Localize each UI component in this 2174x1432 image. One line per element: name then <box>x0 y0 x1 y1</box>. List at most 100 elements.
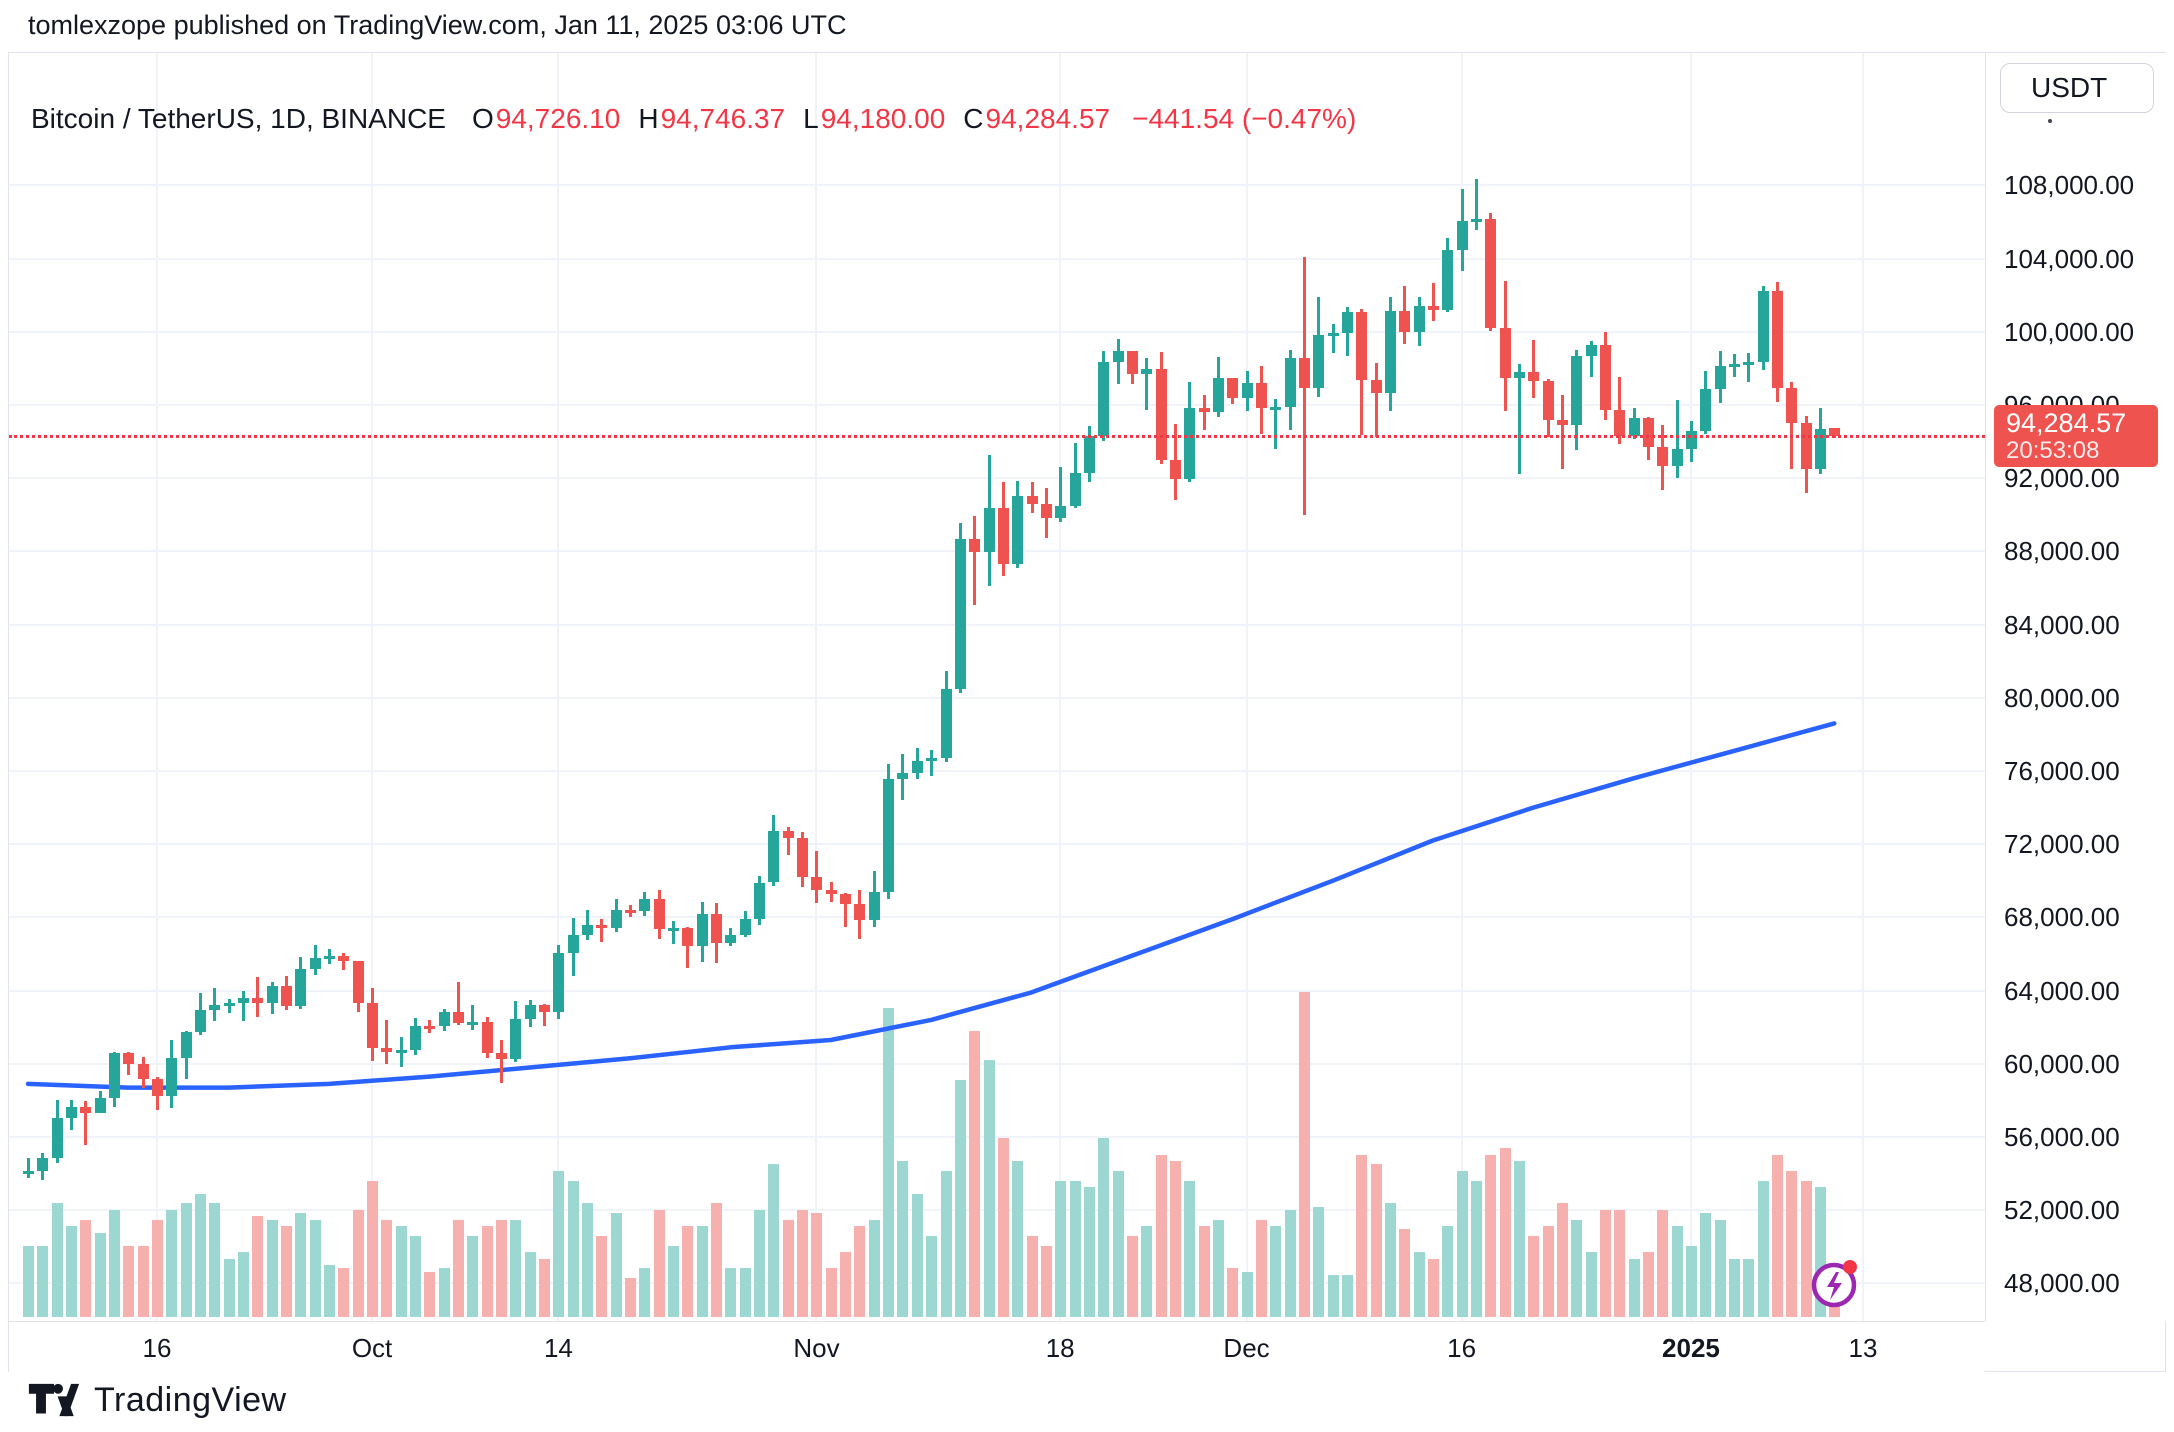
tradingview-logo-icon <box>28 1383 80 1417</box>
candle-body <box>926 758 938 762</box>
volume-bar <box>653 1209 665 1317</box>
volume-bar <box>410 1235 422 1317</box>
volume-bar <box>1241 1271 1253 1317</box>
candle-wick <box>1517 364 1521 474</box>
candle-wick <box>1474 178 1478 231</box>
h-gridline <box>9 770 1985 772</box>
volume-bar <box>983 1060 995 1317</box>
volume-bar <box>195 1193 207 1317</box>
candle-body <box>1212 378 1224 412</box>
tradingview-logo[interactable]: TradingView <box>28 1380 287 1420</box>
candle-wick <box>242 990 246 1021</box>
candle-body <box>94 1097 106 1113</box>
candle-wick <box>213 988 217 1021</box>
candle-body <box>1499 328 1511 379</box>
candle-body <box>897 772 909 779</box>
candle-body <box>969 538 981 553</box>
symbol-title: Bitcoin / TetherUS, 1D, BINANCE <box>31 103 446 134</box>
candle-wick <box>1274 399 1278 450</box>
candle-body <box>195 1009 207 1032</box>
candle-body <box>1470 219 1482 223</box>
price-axis-label: 88,000.00 <box>2004 536 2120 567</box>
candle-body <box>682 928 694 947</box>
candle-body <box>1456 220 1468 251</box>
ohlc-open-value: 94,726.10 <box>495 103 621 134</box>
footer: TradingView <box>0 1372 2174 1432</box>
pane-dot <box>2048 119 2052 123</box>
volume-bar <box>1356 1154 1368 1317</box>
volume-bar <box>453 1219 465 1317</box>
candle-body <box>1571 356 1583 426</box>
candle-body <box>123 1053 135 1064</box>
candle-body <box>1556 419 1568 426</box>
v-gridline <box>557 53 560 1321</box>
candle-body <box>1040 504 1052 518</box>
candle-body <box>1815 428 1826 470</box>
volume-bar <box>625 1278 637 1317</box>
candle-body <box>37 1158 49 1171</box>
volume-bar <box>367 1180 379 1317</box>
volume-bar <box>739 1268 751 1317</box>
candle-body <box>911 760 923 773</box>
price-axis-label: 100,000.00 <box>2004 316 2135 347</box>
candle-body <box>739 918 751 936</box>
candle-body <box>854 903 866 921</box>
volume-bar <box>1714 1219 1726 1317</box>
candle-body <box>496 1053 508 1059</box>
candle-body <box>1327 333 1339 337</box>
price-scale-pane[interactable]: USDT 108,000.00104,000.00100,000.0096,00… <box>1985 53 2166 1321</box>
currency-badge[interactable]: USDT <box>2000 63 2154 113</box>
candle-body <box>1542 381 1554 420</box>
volume-bar <box>553 1170 565 1317</box>
candle-body <box>1829 428 1841 437</box>
volume-bar <box>1671 1226 1683 1317</box>
volume-bar <box>223 1258 235 1317</box>
volume-bar <box>582 1203 594 1317</box>
candle-body <box>1413 305 1425 332</box>
candle-body <box>152 1078 164 1097</box>
currency-badge-label: USDT <box>2031 72 2108 103</box>
candle-body <box>1184 407 1196 479</box>
volume-bar <box>1771 1154 1783 1317</box>
candle-body <box>696 914 708 947</box>
volume-bar <box>1184 1180 1196 1317</box>
h-gridline <box>9 1062 1985 1065</box>
candle-body <box>524 1005 536 1020</box>
candle-body <box>1313 334 1325 388</box>
volume-bar <box>266 1219 278 1317</box>
candle-body <box>1112 351 1124 363</box>
candle-body <box>295 969 307 1007</box>
h-gridline <box>9 550 1985 553</box>
ohlc-open-label: O <box>471 103 494 134</box>
time-axis-label: 13 <box>1848 1333 1878 1363</box>
time-axis[interactable]: 16 Oct 14 Nov 18 Dec 16 2025 13 <box>9 1321 1985 1372</box>
volume-bar <box>524 1252 536 1317</box>
price-plot[interactable] <box>9 53 1985 1321</box>
candle-body <box>367 1002 379 1049</box>
candle-body <box>725 935 737 943</box>
candle-body <box>610 909 622 929</box>
volume-bar <box>868 1219 880 1317</box>
candle-body <box>1012 495 1024 565</box>
candle-body <box>940 689 952 759</box>
volume-bar <box>768 1164 780 1317</box>
volume-bar <box>754 1209 766 1317</box>
chart-widget: Bitcoin / TetherUS, 1D, BINANCE O 94,726… <box>8 52 2166 1372</box>
candle-body <box>166 1058 178 1097</box>
candle-body <box>1270 406 1282 410</box>
time-axis-label: Dec <box>1223 1333 1270 1363</box>
volume-bar <box>596 1235 608 1317</box>
volume-bar <box>1743 1258 1755 1317</box>
candle-body <box>438 1012 450 1027</box>
candle-body <box>1757 290 1769 362</box>
volume-bar <box>539 1258 551 1317</box>
volume-bar <box>1556 1203 1568 1317</box>
price-axis-label: 48,000.00 <box>2004 1268 2120 1299</box>
volume-bar <box>1542 1226 1554 1317</box>
volume-bar <box>1499 1148 1511 1317</box>
candle-body <box>1513 371 1525 379</box>
volume-bar <box>1026 1235 1038 1317</box>
volume-bar <box>897 1161 909 1317</box>
volume-bar <box>854 1226 866 1317</box>
lightning-badge-icon[interactable] <box>1805 1252 1867 1314</box>
